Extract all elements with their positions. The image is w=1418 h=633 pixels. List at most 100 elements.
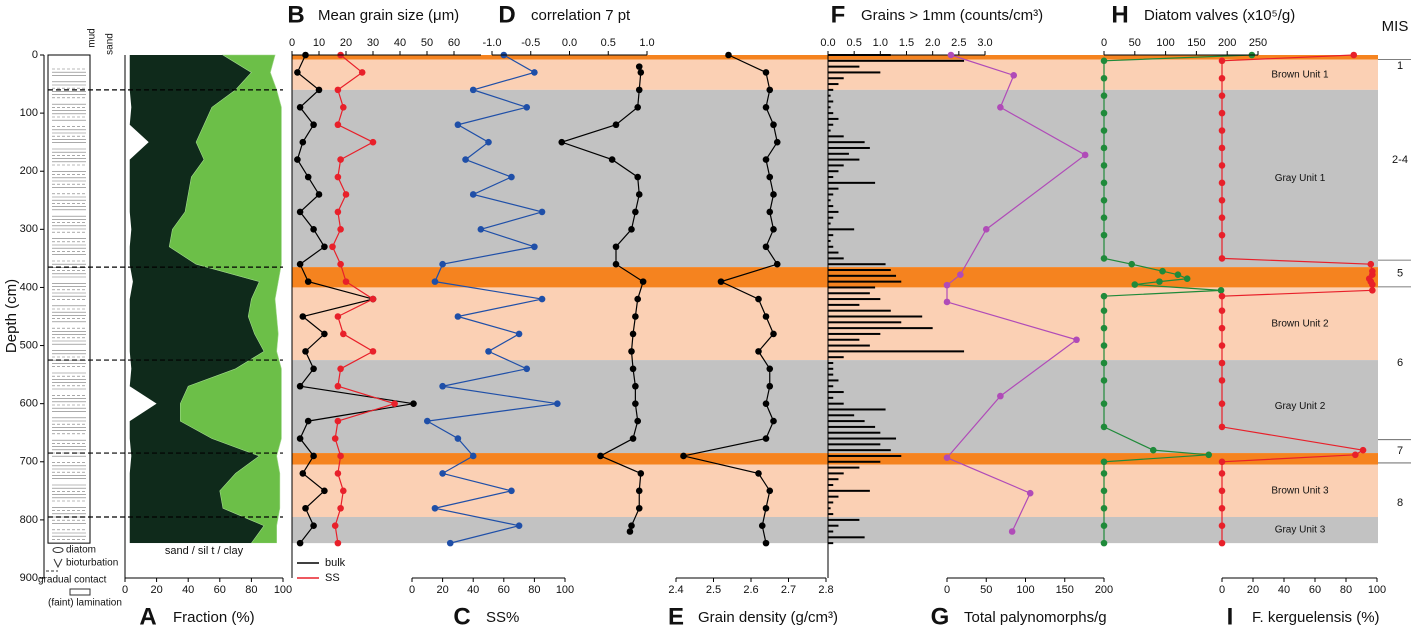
- data-point: [1218, 539, 1226, 547]
- bar: [828, 216, 834, 219]
- unit-band: [292, 516, 1378, 544]
- data-point: [629, 435, 637, 442]
- data-point: [770, 121, 777, 129]
- data-point: [558, 138, 566, 146]
- data-point: [725, 51, 732, 59]
- data-point: [315, 191, 323, 198]
- panel-title: F. kerguelensis (%): [1252, 609, 1380, 626]
- data-point: [334, 470, 342, 477]
- data-point: [296, 539, 304, 547]
- x-tick-label: 1.5: [899, 37, 914, 49]
- data-point: [635, 191, 643, 198]
- x-tick-label: -1.0: [483, 37, 502, 49]
- data-point: [947, 51, 955, 59]
- bar: [828, 164, 844, 167]
- data-point: [770, 330, 777, 338]
- data-point: [331, 435, 339, 442]
- data-point: [629, 365, 637, 373]
- data-point: [454, 121, 462, 129]
- data-point: [766, 382, 774, 390]
- bar: [828, 239, 831, 242]
- data-point: [1100, 144, 1108, 152]
- data-point: [523, 104, 531, 111]
- data-point: [1218, 487, 1226, 495]
- bar: [828, 315, 923, 318]
- data-point: [469, 86, 477, 94]
- data-point: [762, 539, 770, 547]
- data-point: [334, 382, 342, 390]
- data-point: [337, 260, 344, 268]
- data-point: [762, 313, 770, 320]
- data-point: [1369, 287, 1376, 294]
- data-point: [608, 156, 616, 163]
- bar: [828, 245, 834, 248]
- data-point: [342, 191, 350, 198]
- bar: [828, 251, 839, 254]
- bar: [828, 449, 891, 452]
- bar: [828, 338, 860, 341]
- x-tick-label: 150: [1187, 37, 1205, 49]
- data-point: [439, 382, 446, 390]
- x-tick-label: 1.0: [873, 37, 888, 49]
- legend-label: bulk: [325, 557, 346, 569]
- data-point: [469, 452, 477, 460]
- data-point: [1100, 539, 1108, 547]
- x-tick-label: 60: [498, 584, 510, 596]
- data-point: [773, 260, 781, 268]
- data-point: [302, 348, 309, 355]
- bar: [828, 170, 839, 173]
- x-tick-label: 0.5: [847, 37, 862, 49]
- panel-letter: A: [139, 603, 156, 630]
- data-point: [766, 173, 774, 181]
- bar: [828, 437, 897, 440]
- x-tick-label: 0: [1101, 37, 1107, 49]
- data-point: [296, 260, 304, 268]
- unit-label: Brown Unit 2: [1271, 318, 1329, 329]
- data-point: [632, 400, 639, 407]
- bar: [828, 112, 834, 115]
- x-tick-label: 0: [289, 37, 295, 49]
- data-point: [369, 295, 377, 303]
- data-point: [1218, 127, 1226, 134]
- x-tick-label: 200: [1218, 37, 1236, 49]
- data-point: [762, 400, 770, 407]
- data-point: [628, 522, 635, 529]
- bar: [828, 466, 860, 469]
- data-point: [1159, 267, 1166, 275]
- data-point: [766, 208, 774, 216]
- panel-letter: H: [1111, 1, 1128, 28]
- x-tick-label: 20: [340, 37, 352, 49]
- data-point: [1218, 324, 1226, 332]
- data-point: [773, 138, 781, 146]
- data-point: [431, 504, 439, 512]
- data-point: [515, 522, 523, 529]
- depth-axis-label: Depth (cm): [3, 279, 20, 353]
- data-point: [1218, 377, 1226, 384]
- bar: [828, 344, 870, 347]
- x-tick-label: 0.0: [562, 37, 577, 49]
- data-point: [628, 226, 635, 233]
- data-point: [755, 470, 762, 477]
- mis-title: MIS: [1382, 18, 1409, 35]
- bar: [828, 460, 881, 463]
- data-point: [523, 365, 531, 373]
- data-point: [612, 121, 620, 129]
- data-point: [762, 104, 770, 111]
- data-point: [1100, 162, 1108, 169]
- data-point: [310, 226, 317, 233]
- data-point: [1100, 231, 1108, 239]
- litho-legend: gradual contact: [38, 575, 107, 586]
- bar: [828, 472, 844, 475]
- data-point: [637, 69, 645, 76]
- data-point: [997, 104, 1004, 111]
- data-point: [1218, 231, 1226, 239]
- depth-tick-label: 800: [20, 514, 38, 526]
- data-point: [1100, 423, 1108, 431]
- unit-band: [292, 453, 1378, 465]
- data-point: [337, 365, 344, 373]
- data-point: [334, 121, 342, 129]
- data-point: [469, 191, 477, 198]
- data-point: [508, 487, 515, 495]
- data-point: [758, 522, 766, 529]
- data-point: [943, 454, 951, 462]
